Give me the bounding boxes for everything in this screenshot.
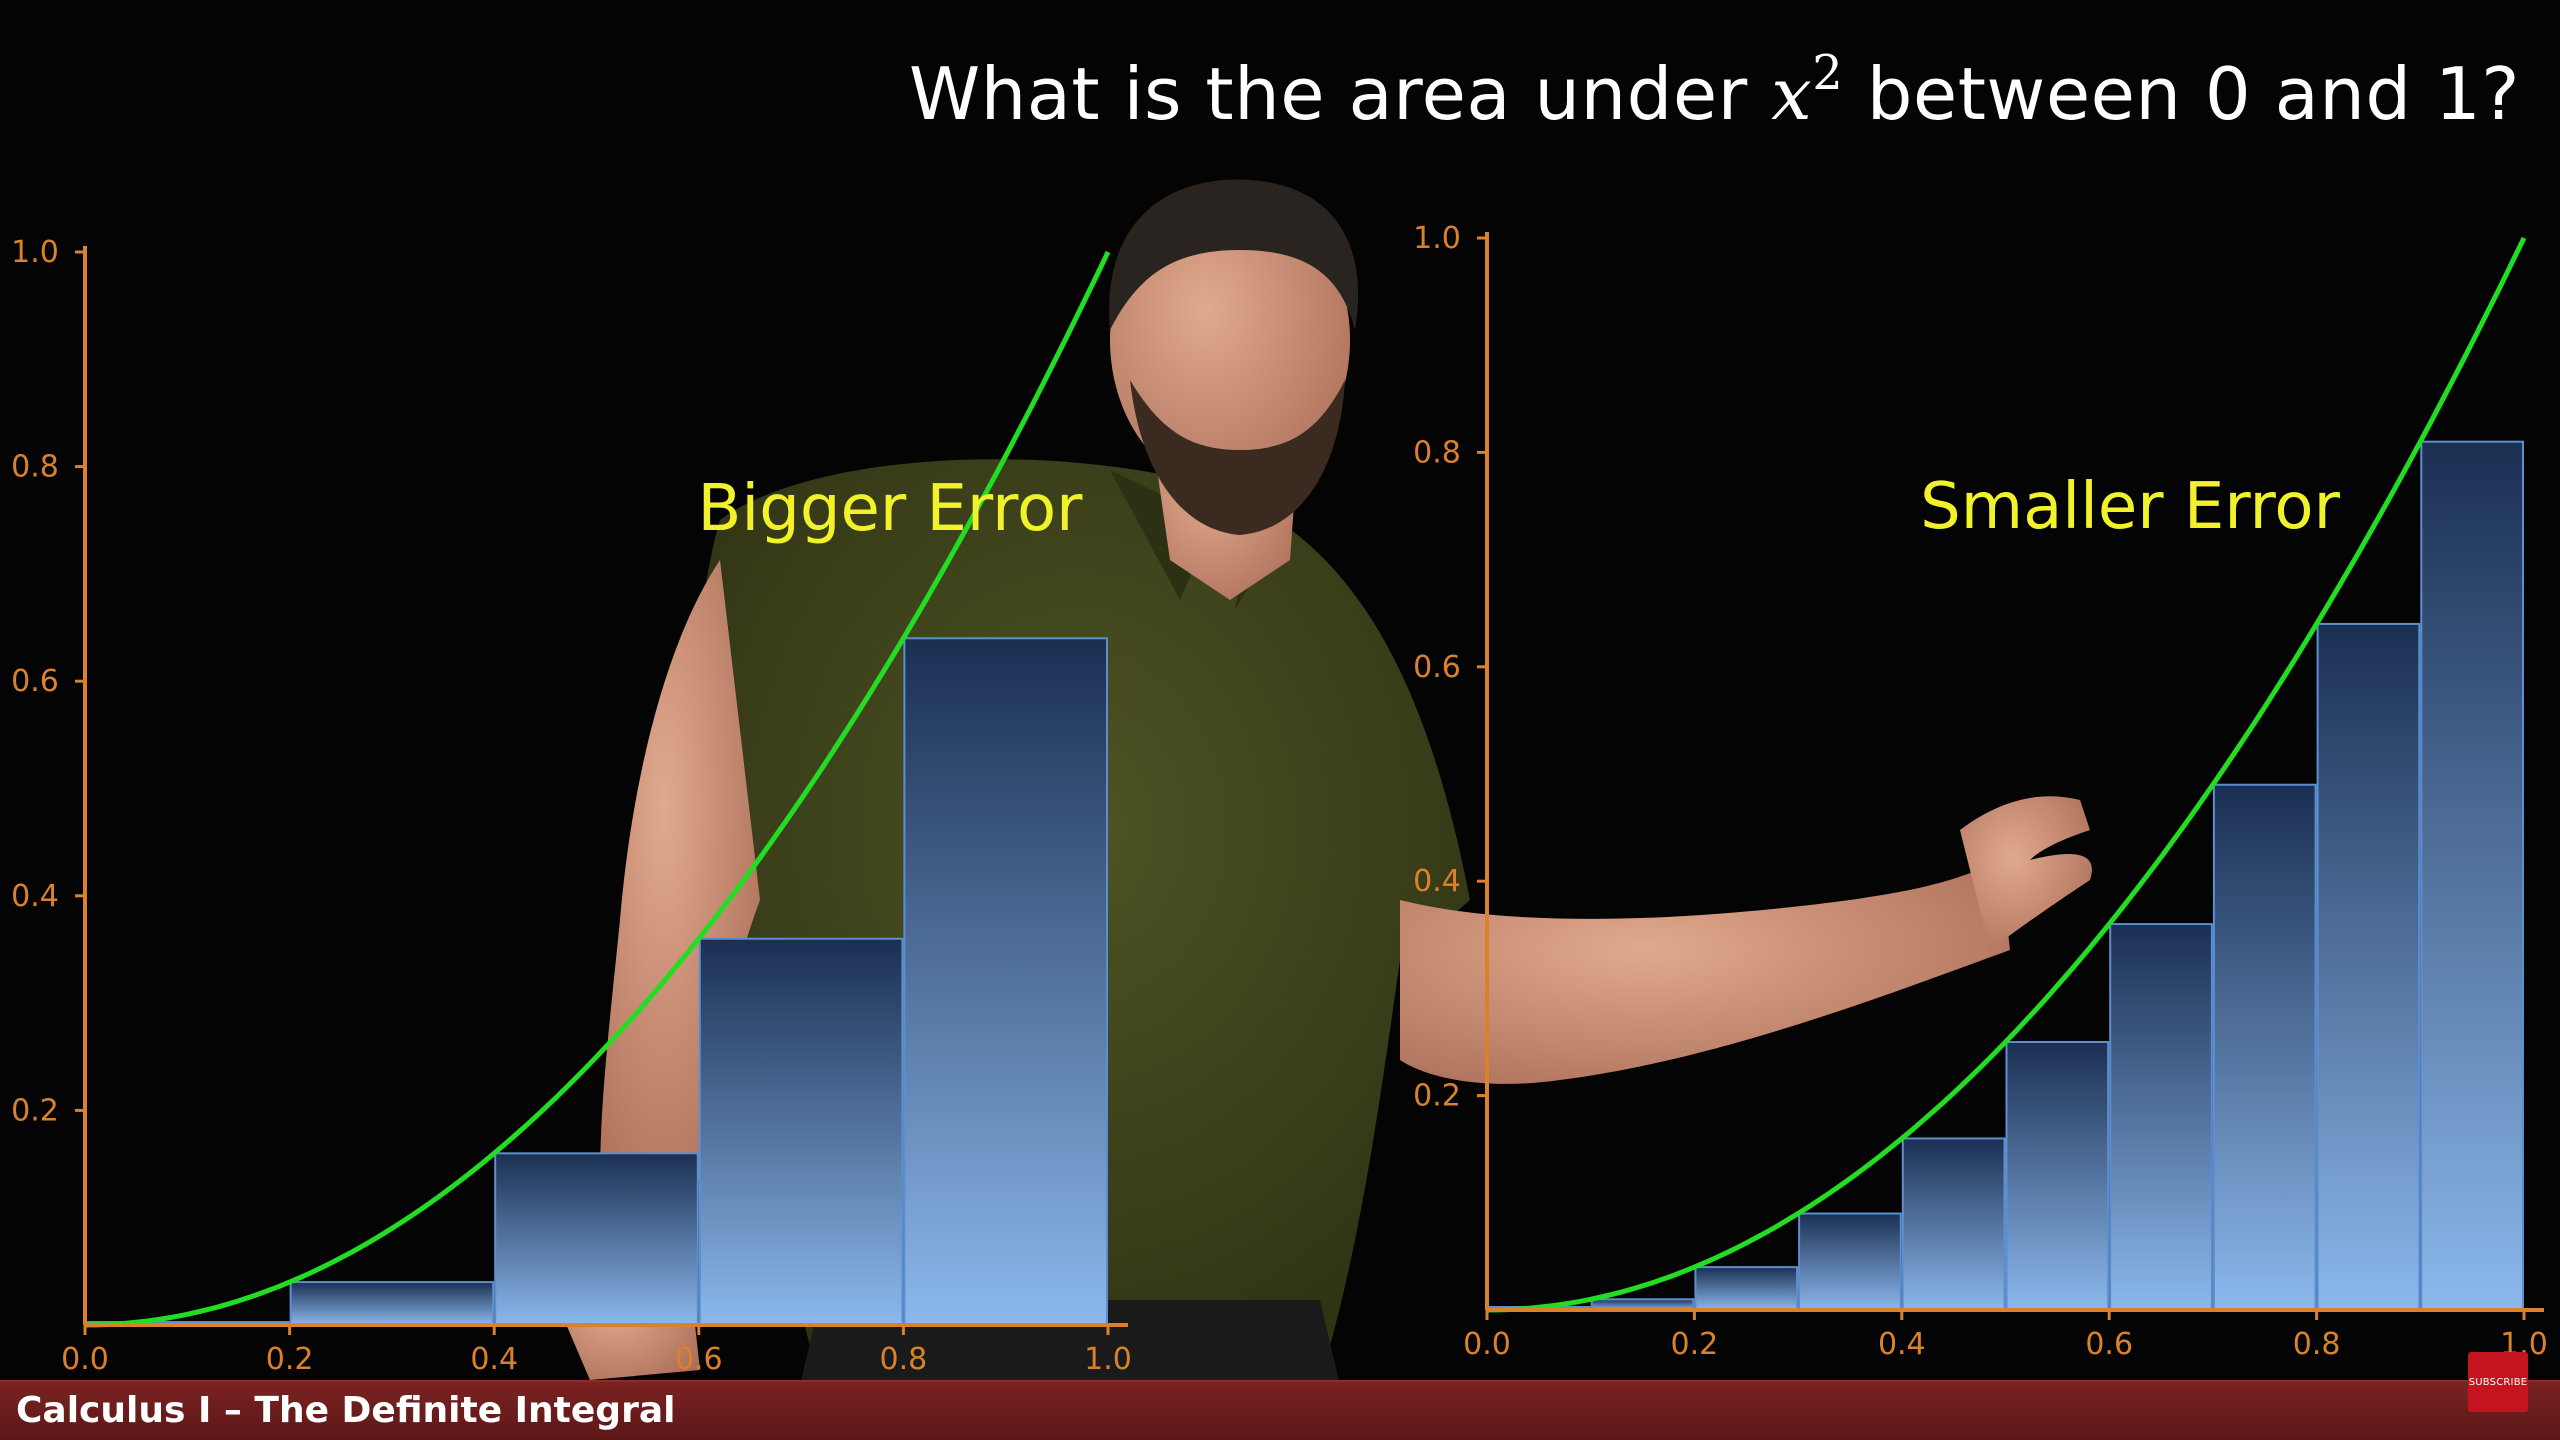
y-tick-label: 1.0 bbox=[1413, 221, 1461, 256]
x-tick-label: 0.0 bbox=[1463, 1327, 1511, 1362]
function-curve bbox=[1486, 236, 2527, 1313]
y-tick-label: 1.0 bbox=[11, 235, 59, 270]
title-exponent: 2 bbox=[1812, 45, 1844, 101]
bar bbox=[289, 1281, 495, 1326]
title-variable: x2 bbox=[1771, 45, 1844, 136]
function-curve bbox=[84, 250, 1111, 1328]
x-tick-label: 0.8 bbox=[2293, 1327, 2341, 1362]
title-prefix: What is the area under bbox=[908, 52, 1772, 136]
bar bbox=[698, 937, 904, 1326]
y-tick-label: 0.4 bbox=[1413, 864, 1461, 899]
subscribe-label: SUBSCRIBE bbox=[2468, 1376, 2528, 1388]
lower-third-banner: Calculus I – The Definite Integral bbox=[0, 1380, 2560, 1440]
x-tick-label: 0.4 bbox=[470, 1342, 518, 1377]
y-tick-label: 0.8 bbox=[11, 450, 59, 485]
bar bbox=[2212, 783, 2317, 1311]
bar bbox=[903, 637, 1109, 1326]
error-annotation: Smaller Error bbox=[1920, 470, 2340, 544]
x-tick-label: 0.6 bbox=[675, 1342, 723, 1377]
question-title: What is the area under x2 between 0 and … bbox=[908, 45, 2520, 136]
bar bbox=[2420, 440, 2525, 1311]
x-tick-label: 0.2 bbox=[1671, 1327, 1719, 1362]
y-tick-label: 0.8 bbox=[1413, 435, 1461, 470]
bar bbox=[494, 1152, 699, 1326]
subscribe-button[interactable]: SUBSCRIBE bbox=[2468, 1352, 2528, 1412]
x-tick-label: 1.0 bbox=[1084, 1342, 1132, 1377]
y-tick-label: 0.2 bbox=[11, 1093, 59, 1128]
y-tick-label: 0.6 bbox=[11, 664, 59, 699]
bar bbox=[2005, 1041, 2110, 1311]
bar bbox=[1798, 1212, 1902, 1312]
chart-2: 0.0 0.2 0.4 0.6 0.8 1.00.20.40.60.81.0Smaller… bbox=[1413, 221, 2548, 1362]
bar bbox=[1694, 1266, 1799, 1311]
x-tick-label: 0.8 bbox=[880, 1342, 928, 1377]
y-tick-label: 0.6 bbox=[1413, 650, 1461, 685]
chart-1: 0.0 0.2 0.4 0.6 0.8 1.0 0.2 0.4 0.6 0.8 1.0 Bigger … bbox=[11, 235, 1132, 1377]
y-tick-label: 0.2 bbox=[1413, 1079, 1461, 1114]
x-tick-label: 0.2 bbox=[266, 1342, 314, 1377]
error-annotation: Bigger Error bbox=[698, 472, 1084, 546]
title-suffix: between 0 and 1? bbox=[1843, 52, 2520, 136]
x-tick-label: 0.0 bbox=[61, 1342, 109, 1377]
y-tick-label: 0.4 bbox=[11, 879, 59, 914]
x-tick-label: 0.4 bbox=[1878, 1327, 1926, 1362]
lower-third-title: Calculus I – The Definite Integral bbox=[16, 1390, 676, 1431]
bar bbox=[2109, 923, 2213, 1312]
x-tick-label: 0.6 bbox=[2085, 1327, 2133, 1362]
bar bbox=[2316, 622, 2421, 1311]
bar bbox=[1901, 1137, 2006, 1311]
